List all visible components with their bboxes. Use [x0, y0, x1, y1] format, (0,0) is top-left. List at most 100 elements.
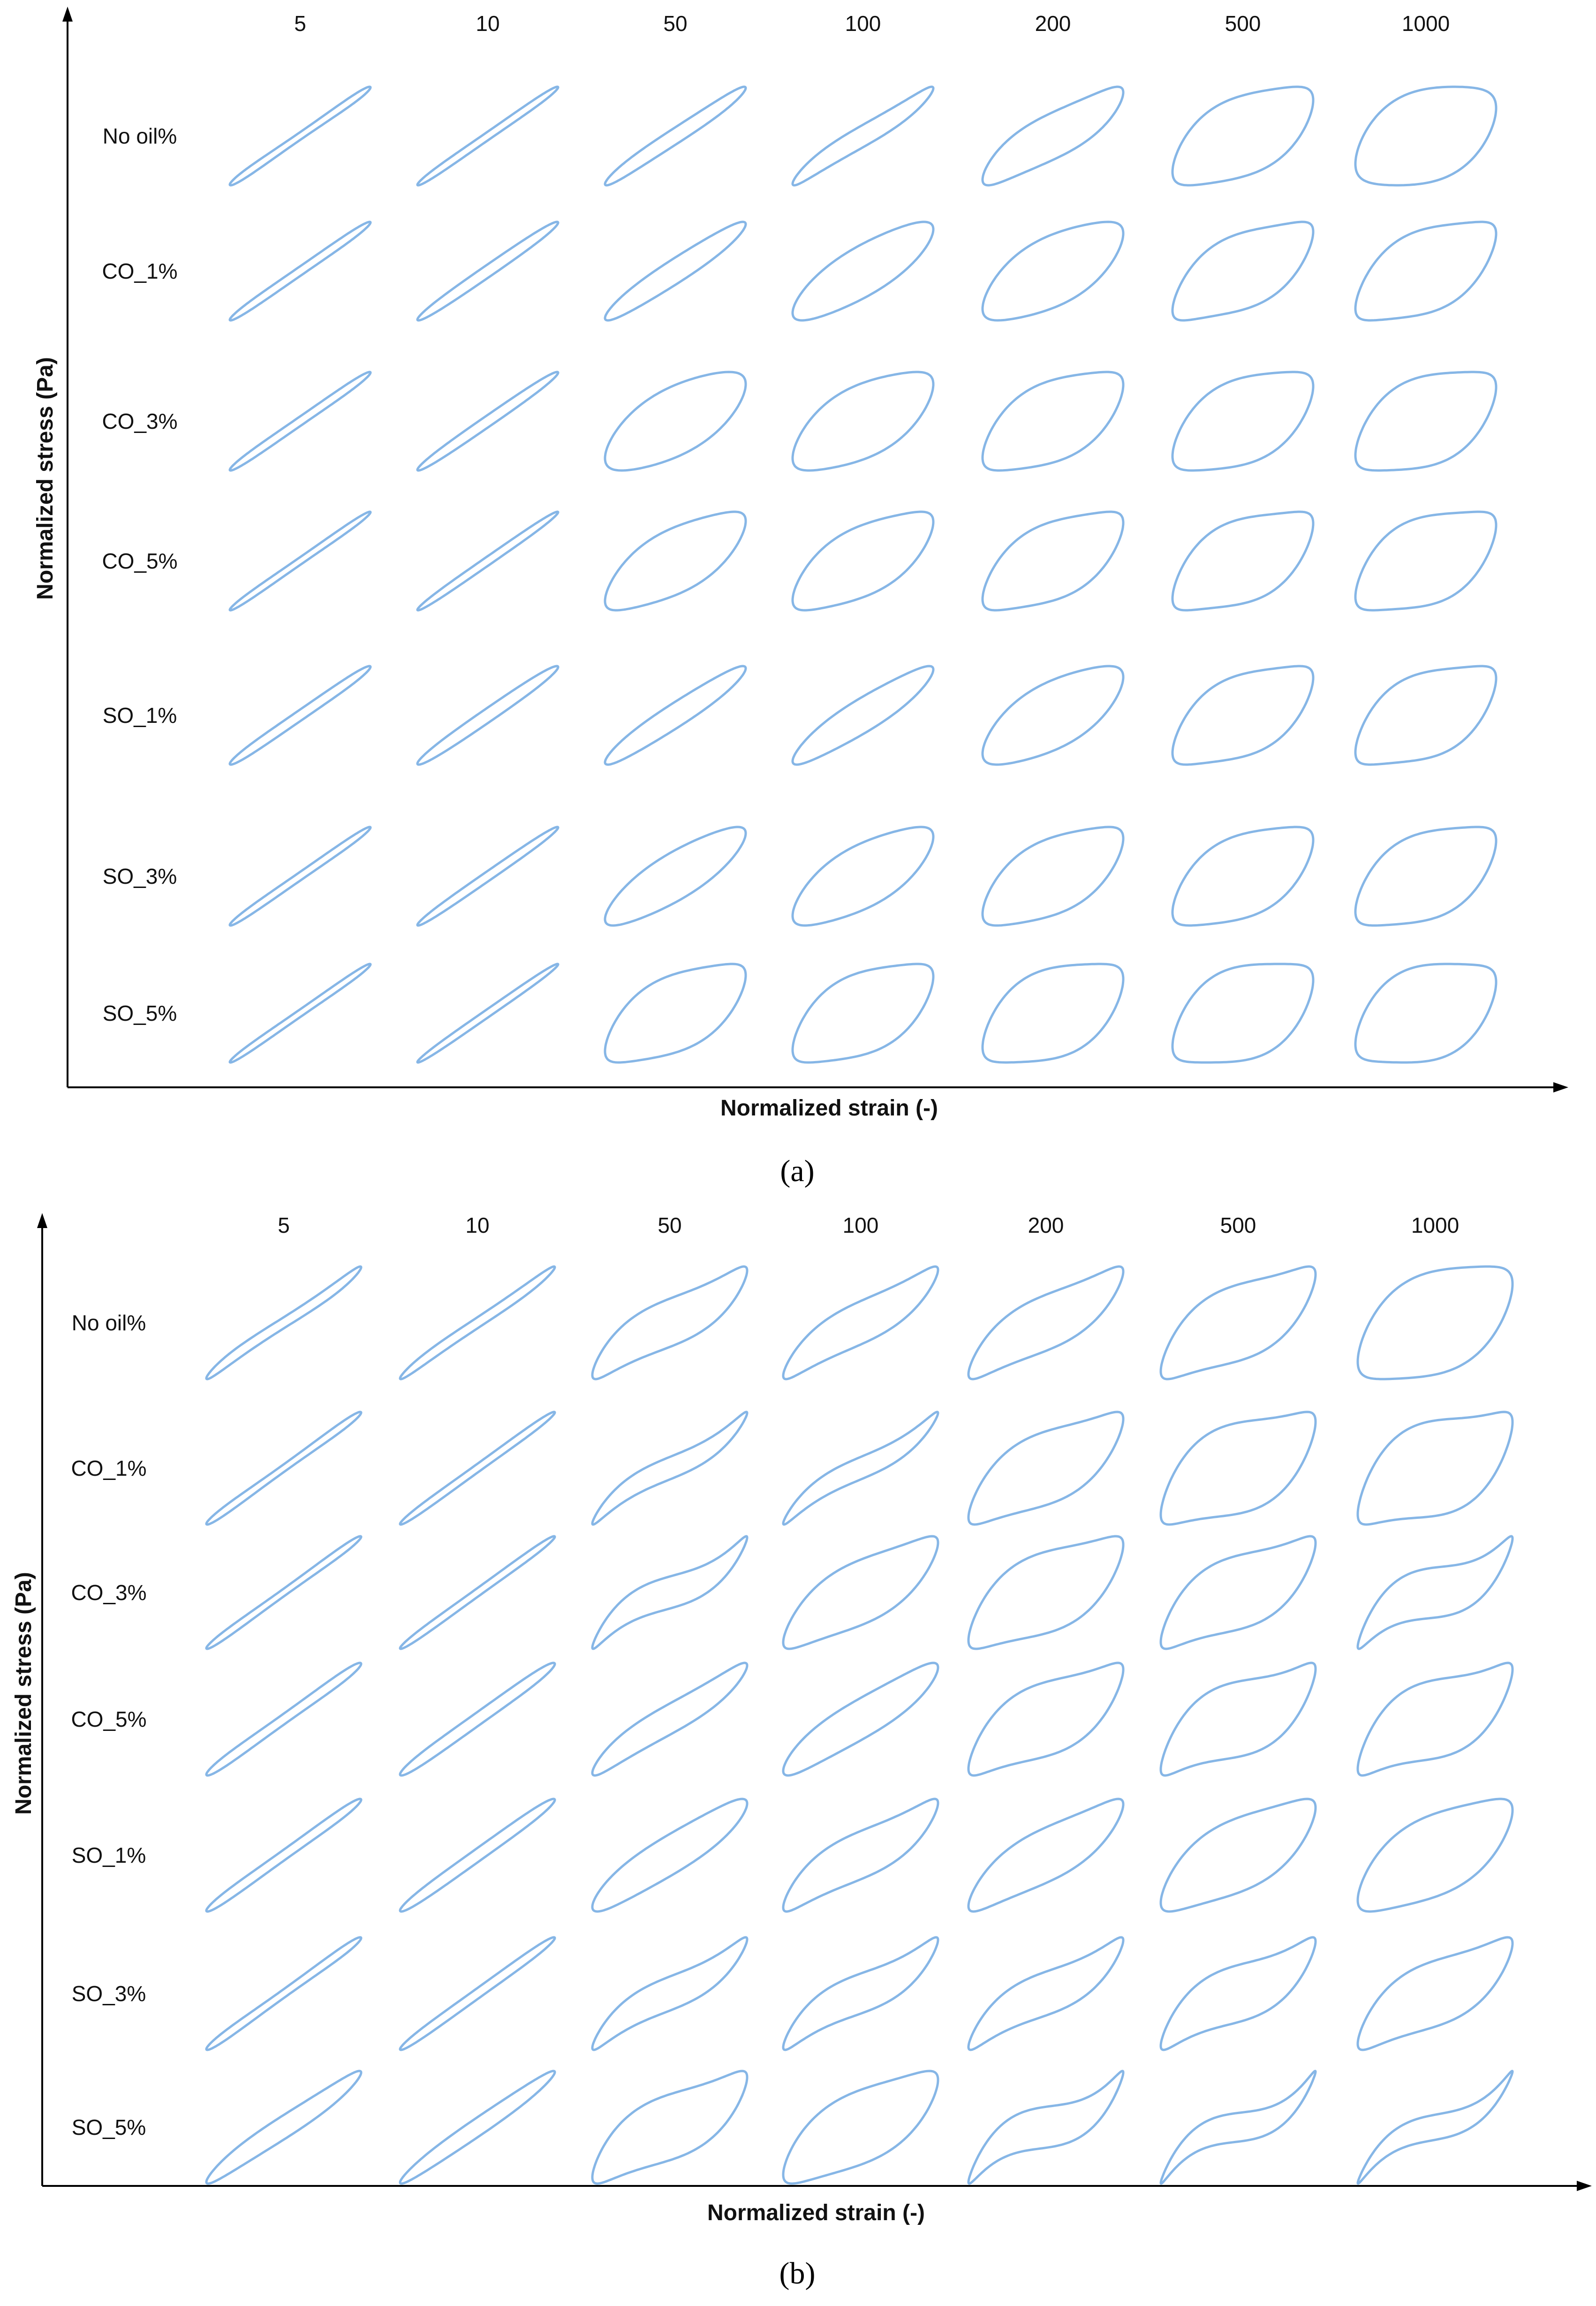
lissajous-loop	[1171, 510, 1315, 612]
panel-a: Normalized strain (-) Normalized stress …	[33, 7, 1568, 1188]
column-label: 100	[845, 11, 881, 36]
row-label: SO_5%	[72, 2115, 146, 2139]
lissajous-loop	[782, 1265, 939, 1381]
lissajous-loop	[416, 665, 560, 766]
lissajous-loop	[399, 1936, 556, 2051]
lissajous-loop	[399, 1661, 556, 1777]
row-label: No oil%	[72, 1311, 146, 1335]
lissajous-loop	[205, 2070, 363, 2185]
row-label: CO_1%	[102, 259, 177, 283]
lissajous-loop	[782, 1411, 939, 1526]
lissajous-loop	[1356, 1661, 1514, 1777]
loops-b	[205, 1265, 1514, 2185]
lissajous-loop	[981, 371, 1125, 472]
row-label: CO_3%	[102, 409, 177, 433]
lissajous-loop	[967, 1936, 1125, 2051]
lissajous-loop	[591, 1936, 749, 2051]
lissajous-loop	[228, 85, 372, 187]
lissajous-loop	[1356, 1265, 1514, 1381]
lissajous-loop	[981, 510, 1125, 612]
lissajous-loop	[782, 1535, 939, 1650]
lissajous-loop	[591, 1411, 749, 1526]
lissajous-loop	[1159, 1411, 1317, 1526]
lissajous-loop	[981, 220, 1125, 322]
row-label: SO_3%	[103, 864, 177, 888]
lissajous-loop	[604, 963, 747, 1064]
lissajous-loop	[399, 1265, 556, 1381]
lissajous-loop	[791, 85, 935, 187]
lissajous-loop	[416, 510, 560, 612]
lissajous-loop	[591, 1535, 749, 1650]
x-axis-arrow-a	[1553, 1082, 1568, 1092]
panel-label-b: (b)	[779, 2256, 816, 2291]
lissajous-loop	[1354, 220, 1498, 322]
row-labels-b: No oil% CO_1% CO_3% CO_5% SO_1% SO_3% SO_5%	[71, 1311, 146, 2139]
lissajous-loop	[416, 826, 560, 927]
lissajous-loop	[1159, 1661, 1317, 1777]
lissajous-loop	[604, 510, 747, 612]
lissajous-loop	[1159, 1265, 1317, 1381]
lissajous-loop	[591, 2070, 749, 2185]
lissajous-loop	[1171, 220, 1315, 322]
lissajous-loop	[205, 1798, 363, 1913]
lissajous-loop	[604, 85, 747, 187]
lissajous-loop	[782, 1661, 939, 1777]
column-label: 50	[658, 1213, 681, 1237]
y-axis-arrow-a	[62, 7, 73, 22]
lissajous-loop	[399, 1798, 556, 1913]
column-label: 200	[1028, 1213, 1064, 1237]
lissajous-loop	[967, 1265, 1125, 1381]
lissajous-loop	[604, 220, 747, 322]
lissajous-loop	[205, 1661, 363, 1777]
lissajous-loop	[1159, 1798, 1317, 1913]
row-label: SO_1%	[103, 703, 177, 728]
lissajous-loop	[228, 826, 372, 927]
lissajous-loop	[591, 1798, 749, 1913]
lissajous-loop	[591, 1661, 749, 1777]
lissajous-loop	[782, 2070, 939, 2185]
column-label: 1000	[1411, 1213, 1459, 1237]
column-label: 10	[465, 1213, 489, 1237]
lissajous-loop	[981, 826, 1125, 927]
lissajous-loop	[416, 220, 560, 322]
row-label: SO_1%	[72, 1843, 146, 1867]
column-label: 200	[1035, 11, 1071, 36]
x-axis-arrow-b	[1577, 2181, 1592, 2191]
row-labels-a: No oil% CO_1% CO_3% CO_5% SO_1% SO_3% SO_5%	[102, 124, 177, 1025]
lissajous-loop	[604, 665, 747, 766]
lissajous-loop	[1356, 1535, 1514, 1650]
lissajous-loop	[1171, 963, 1315, 1064]
column-label: 50	[663, 11, 687, 36]
column-labels-b: 5 10 50 100 200 500 1000	[278, 1213, 1459, 1237]
lissajous-loop	[1354, 85, 1498, 187]
column-labels-a: 5 10 50 100 200 500 1000	[294, 11, 1450, 36]
lissajous-loop	[1356, 1798, 1514, 1913]
lissajous-loop	[1354, 371, 1498, 472]
lissajous-loop	[782, 1798, 939, 1913]
lissajous-loop	[399, 1411, 556, 1526]
x-axis-title-b: Normalized strain (-)	[707, 2200, 925, 2225]
lissajous-loop	[604, 826, 747, 927]
lissajous-loop	[228, 963, 372, 1064]
row-label: CO_5%	[102, 549, 177, 573]
lissajous-loop	[791, 963, 935, 1064]
lissajous-loop	[399, 1535, 556, 1650]
column-label: 100	[843, 1213, 879, 1237]
lissajous-loop	[228, 665, 372, 766]
lissajous-loop	[791, 220, 935, 322]
column-label: 10	[476, 11, 499, 36]
lissajous-loop	[416, 85, 560, 187]
lissajous-loop	[981, 85, 1125, 187]
lissajous-loop	[1354, 963, 1498, 1064]
lissajous-loop	[791, 665, 935, 766]
row-label: SO_5%	[103, 1001, 177, 1025]
lissajous-loop	[1159, 1535, 1317, 1650]
panel-b: Normalized strain (-) Normalized stress …	[11, 1213, 1592, 2291]
lissajous-loop	[604, 371, 747, 472]
lissajous-loop	[782, 1936, 939, 2051]
lissajous-loop	[1356, 1411, 1514, 1526]
lissajous-loop	[791, 371, 935, 472]
lissajous-loop	[791, 826, 935, 927]
lissajous-loop	[205, 1936, 363, 2051]
